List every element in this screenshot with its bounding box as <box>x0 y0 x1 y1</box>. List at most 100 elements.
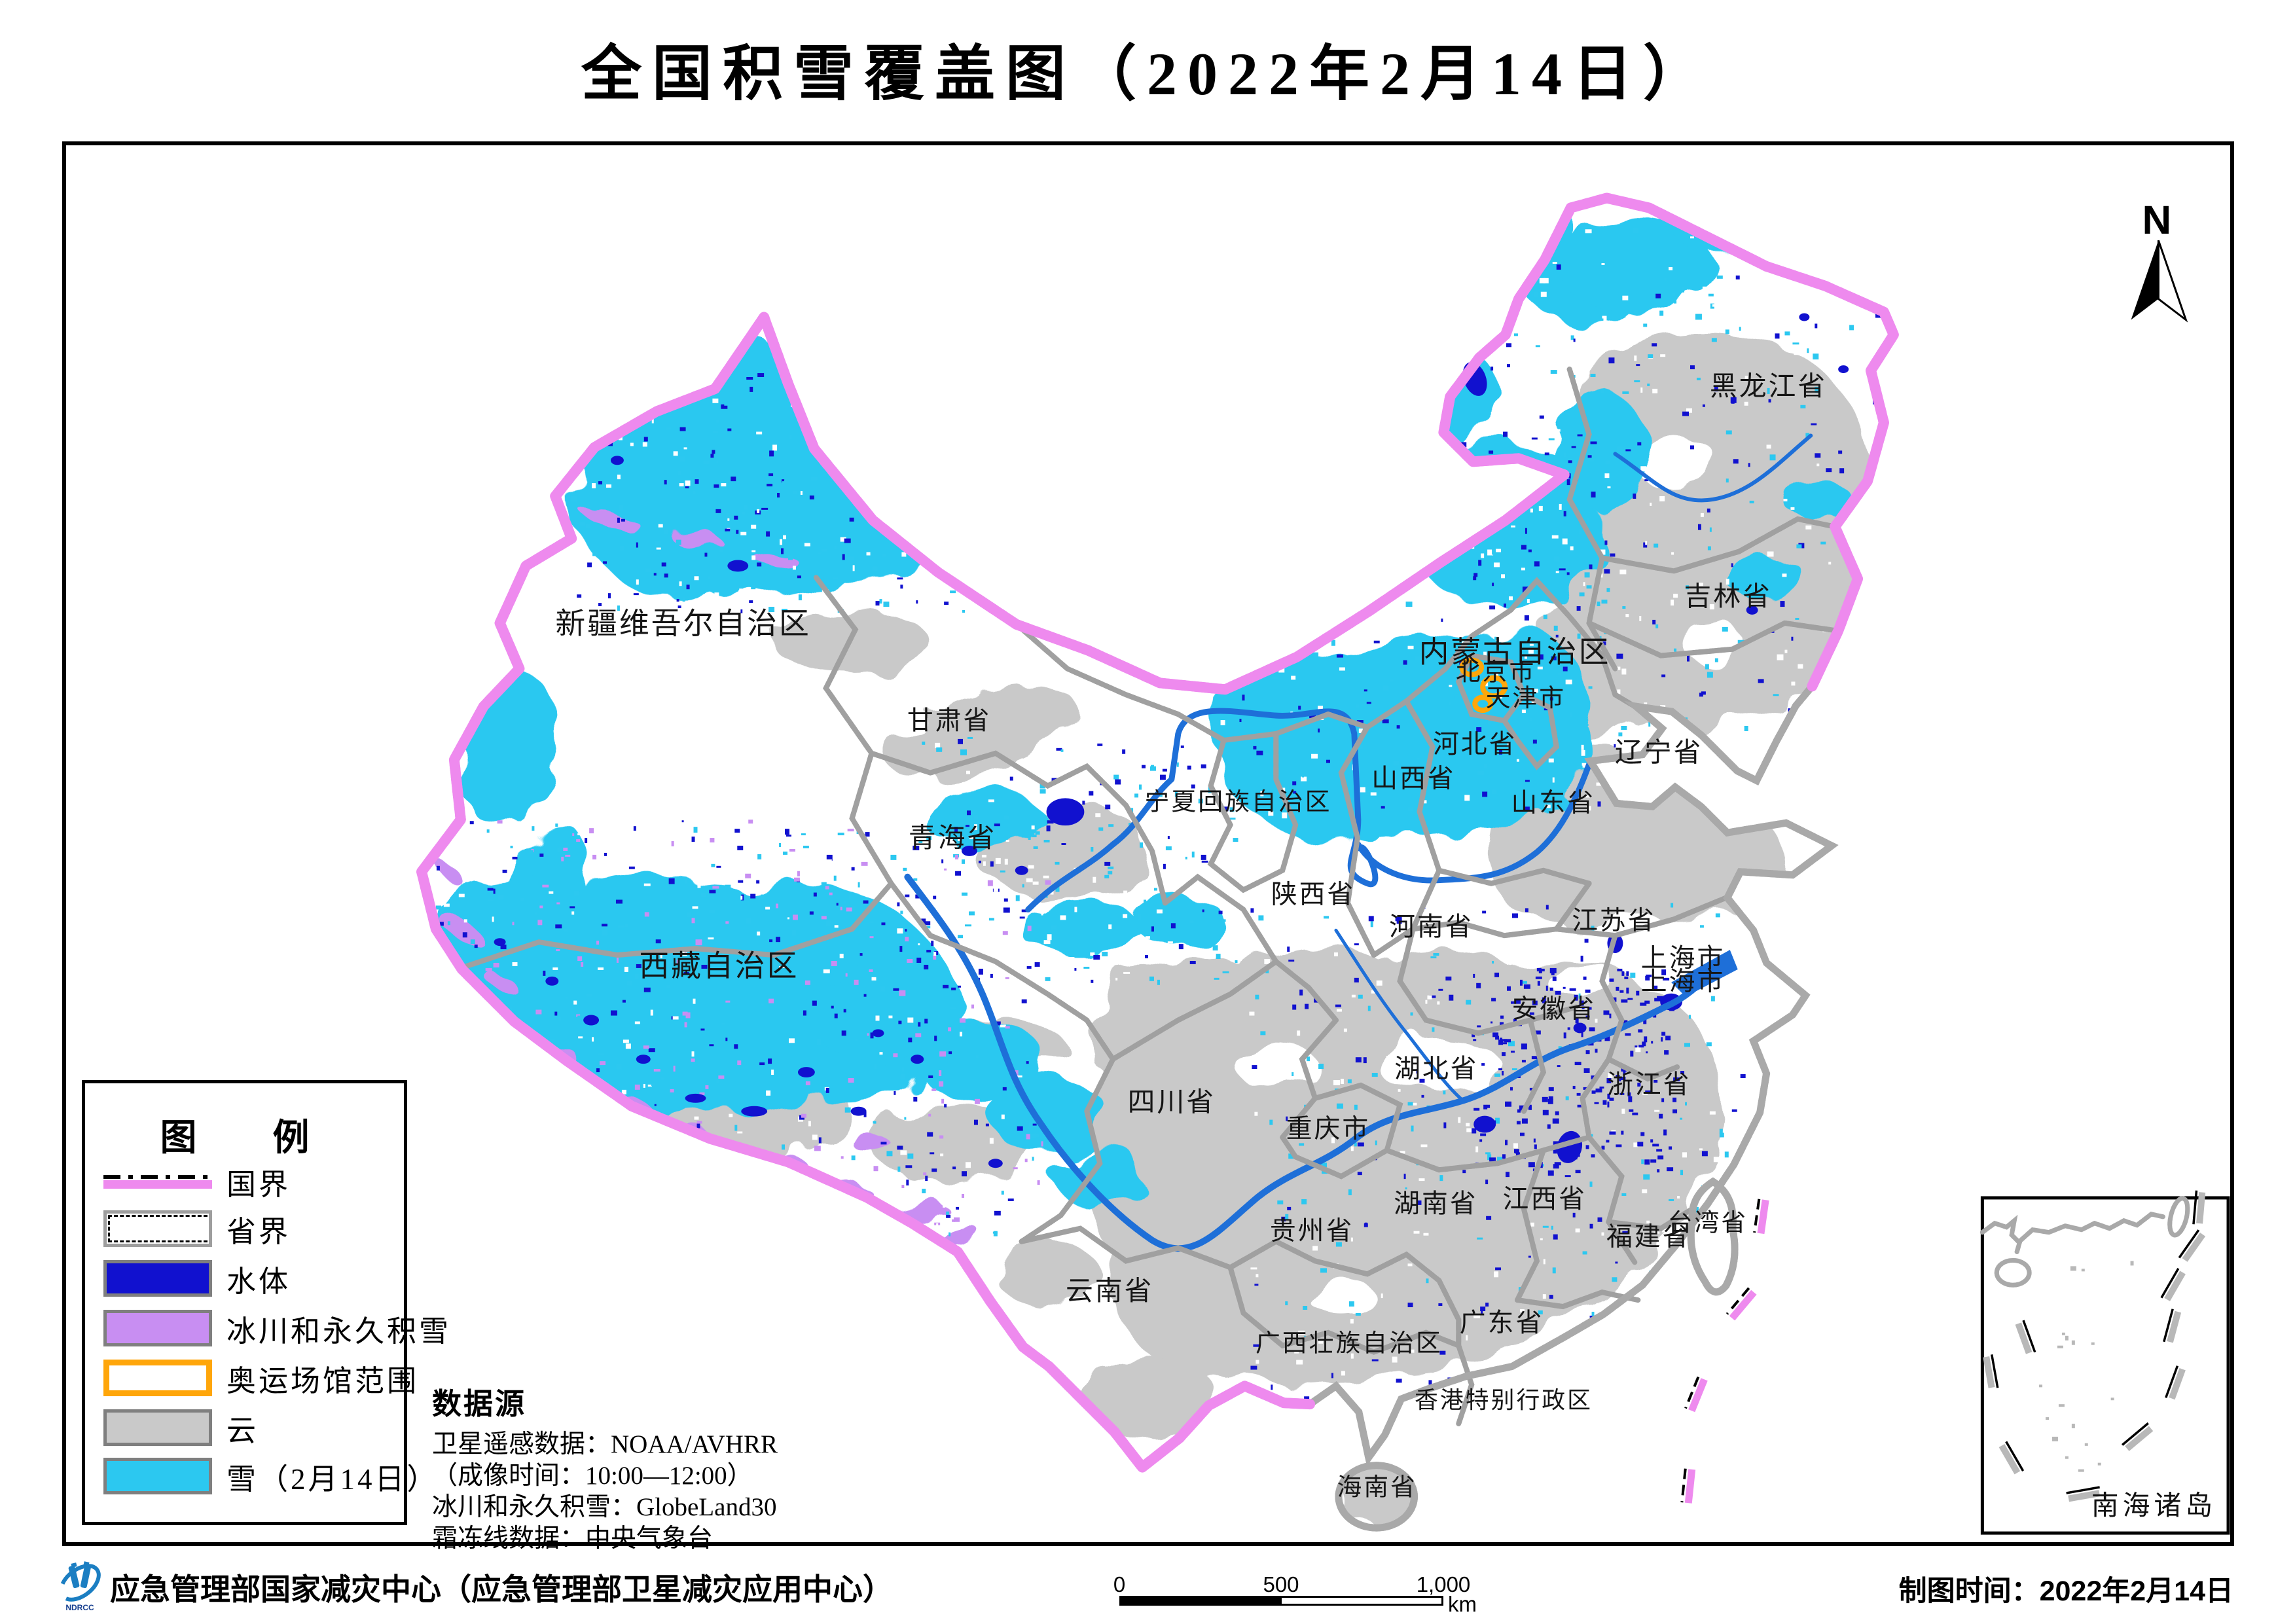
map-frame: 黑龙江省 吉林省 内蒙古自治区 辽宁省 北京市 天津市 河北省 山西省 山东省 新疆维吾尔自治区甘… <box>62 141 2234 1546</box>
north-label: N <box>2142 198 2171 243</box>
water-body <box>1746 605 1758 615</box>
datasource-block: 数据源 卫星遥感数据：NOAA/AVHRR （成像时间：10:00—12:00）… <box>432 1380 778 1555</box>
province-label: 内蒙古自治区 <box>1419 636 1611 669</box>
legend-label: 奥运场馆范围 <box>226 1364 420 1398</box>
legend-row-snow: 雪（2月14日） <box>103 1455 437 1497</box>
province-label: 黑龙江省 <box>1710 372 1827 402</box>
legend-box: 图 例 国界 省界 水体 冰川和永久积雪 奥运场馆范围 云 <box>82 1080 448 1525</box>
north-arrow: N <box>2131 198 2188 323</box>
province-label: 江苏省 <box>1572 906 1655 935</box>
legend-row-cloud: 云 <box>103 1407 391 1449</box>
snow-swatch <box>103 1458 212 1494</box>
province-label: 广东省 <box>1460 1308 1544 1337</box>
province-label: 台湾省 <box>1668 1210 1748 1237</box>
water-body <box>988 1159 1003 1168</box>
scale-unit: km <box>1448 1592 1477 1616</box>
datasource-line: 霜冻线数据：中央气象台 <box>432 1525 714 1553</box>
olympic-swatch <box>103 1360 212 1396</box>
province-label: 吉林省 <box>1684 582 1772 612</box>
footer-bar: NDRCC 应急管理部国家减灾中心（应急管理部卫星减灾应用中心） 0 500 1… <box>0 1546 2295 1624</box>
scale-bar-track <box>1119 1596 1443 1606</box>
legend-row-water: 水体 <box>103 1257 391 1299</box>
legend-label: 冰川和永久积雪 <box>226 1314 452 1348</box>
province-label: 河北省 <box>1433 730 1517 759</box>
water-body <box>1838 365 1849 374</box>
water-body <box>911 1055 924 1064</box>
yellow-river <box>1025 708 1594 912</box>
legend-row-olympic: 奥运场馆范围 <box>103 1357 416 1399</box>
water-body <box>1799 313 1810 321</box>
province-label: 山东省 <box>1511 788 1595 817</box>
legend-row-province-border: 省界 <box>103 1208 391 1250</box>
water-body <box>1046 798 1085 826</box>
province-label: 湖南省 <box>1394 1189 1477 1218</box>
province-label: 西藏自治区 <box>639 949 799 983</box>
province-label: 河南省 <box>1389 912 1473 941</box>
province-label: 辽宁省 <box>1615 738 1703 768</box>
province-label: 山西省 <box>1371 765 1455 793</box>
scale-tick: 0 <box>1113 1572 1126 1597</box>
province-label: 江西省 <box>1503 1185 1587 1214</box>
province-label: 贵州省 <box>1270 1217 1354 1246</box>
province-label: 新疆维吾尔自治区 <box>555 607 810 640</box>
water-body <box>1573 1022 1587 1034</box>
yangtze-estuary <box>1671 950 1738 997</box>
nine-dash-inset <box>1983 1190 2206 1502</box>
water-swatch <box>103 1260 212 1297</box>
legend-title: 图 例 <box>160 1118 329 1159</box>
legend-row-national-border: 国界 <box>103 1161 391 1202</box>
province-label: 四川省 <box>1128 1088 1216 1118</box>
water-body <box>962 845 977 856</box>
river-layer <box>904 433 1813 1252</box>
scale-tick: 1,000 <box>1416 1572 1471 1597</box>
nine-dash-main <box>1680 1199 1769 1504</box>
province-label: 上海市 <box>1641 967 1725 996</box>
north-arrow-right <box>2157 240 2188 323</box>
province-label: 福建省 <box>1606 1223 1690 1252</box>
water-body <box>583 1015 600 1026</box>
yangtze-river <box>904 873 1718 1252</box>
water-body <box>1473 1115 1496 1133</box>
water-body <box>727 560 749 572</box>
province-label: 上海市 <box>1641 944 1725 973</box>
province-label: 浙江省 <box>1607 1070 1691 1099</box>
legend-label: 省界 <box>226 1215 291 1248</box>
datasource-line: （成像时间：10:00—12:00） <box>432 1462 753 1490</box>
water-body <box>494 938 506 947</box>
glacier-swatch <box>103 1310 212 1346</box>
logo-text: NDRCC <box>65 1603 94 1612</box>
inset-title: 南海诸岛 <box>2091 1491 2216 1521</box>
organization-name: 应急管理部国家减灾中心（应急管理部卫星减灾应用中心） <box>110 1572 893 1606</box>
legend-label: 云 <box>226 1414 259 1447</box>
province-label: 广西壮族自治区 <box>1256 1330 1443 1358</box>
water-body <box>610 456 624 465</box>
cloud-holes <box>1235 430 1744 1314</box>
province-label: 青海省 <box>909 823 996 854</box>
north-arrow-left <box>2131 240 2159 320</box>
water-body <box>685 1093 706 1103</box>
province-label: 宁夏回族自治区 <box>1145 788 1332 816</box>
map-made-time: 制图时间：2022年2月14日 <box>1898 1576 2233 1607</box>
datasource-title: 数据源 <box>432 1388 527 1420</box>
legend-label: 水体 <box>226 1265 291 1298</box>
ndrcc-logo: NDRCC <box>59 1561 101 1612</box>
olympic-venue-rings <box>1459 657 1508 713</box>
songhua-river <box>1613 433 1813 503</box>
water-body <box>636 1055 651 1064</box>
province-label: 海南省 <box>1337 1473 1417 1501</box>
province-label: 陕西省 <box>1271 880 1355 909</box>
province-label: 北京市 <box>1456 659 1536 686</box>
water-body <box>797 1067 815 1077</box>
water-body <box>872 1029 884 1038</box>
datasource-line: 卫星遥感数据：NOAA/AVHRR <box>432 1430 778 1458</box>
province-label: 重庆市 <box>1286 1115 1370 1144</box>
han-river <box>1334 928 1464 1102</box>
water-body <box>741 1106 768 1117</box>
water-body <box>1015 865 1028 875</box>
cloud-swatch <box>103 1409 212 1446</box>
page-title: 全国积雪覆盖图（2022年2月14日） <box>581 41 1714 107</box>
province-label: 安徽省 <box>1512 995 1596 1024</box>
scale-bar: 0 500 1,000 km <box>1113 1572 1477 1616</box>
